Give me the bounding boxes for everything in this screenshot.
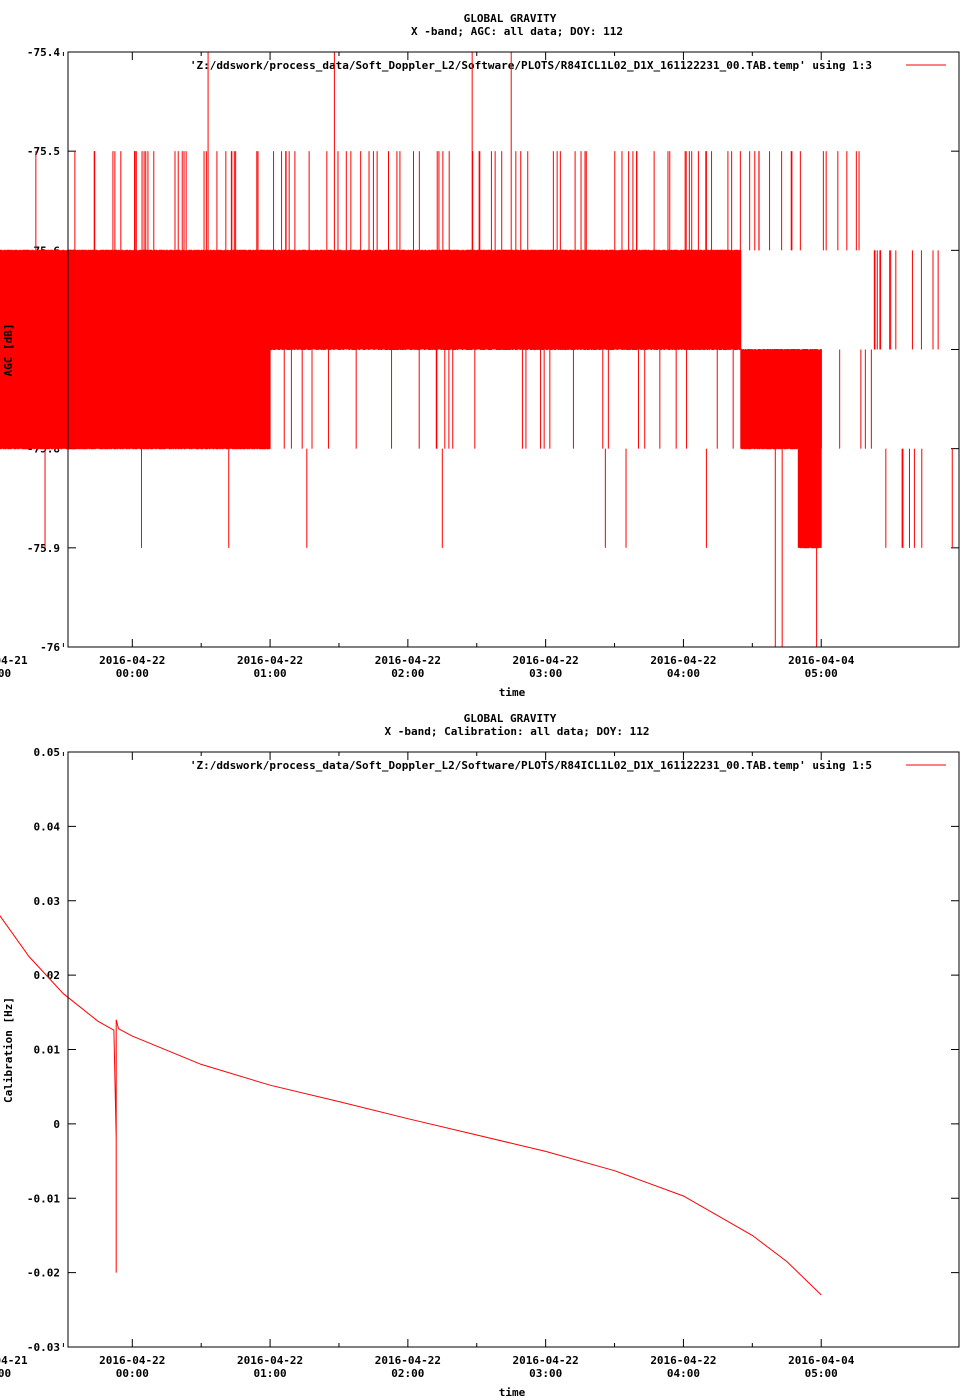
x-tick-time-label: 01:00 [254, 667, 287, 680]
x-tick-time-label: 00:00 [116, 1367, 149, 1380]
x-tick-time-label: 03:00 [529, 1367, 562, 1380]
x-tick-date-label: 2016-04-22 [237, 654, 303, 667]
agc-chart: GLOBAL GRAVITY X -band; AGC: all data; D… [0, 12, 960, 699]
agc-series [0, 52, 953, 647]
calibration-legend-label: 'Z:/ddswork/process_data/Soft_Doppler_L2… [190, 759, 872, 772]
y-tick-label: 0.03 [34, 895, 61, 908]
x-tick-date-label: 2016-04-22 [513, 1354, 579, 1367]
calibration-y-axis-label: Calibration [Hz] [2, 997, 15, 1103]
agc-axes: -75.4-75.5-75.6-75.7-75.8-75.9-762016-04… [0, 46, 959, 680]
calibration-chart-subtitle: X -band; Calibration: all data; DOY: 112 [385, 725, 650, 738]
agc-chart-subtitle: X -band; AGC: all data; DOY: 112 [411, 25, 623, 38]
x-tick-time-label: 23:00 [0, 1367, 11, 1380]
y-tick-label: -75.5 [27, 145, 60, 158]
x-tick-time-label: 01:00 [254, 1367, 287, 1380]
y-tick-label: 0.04 [34, 820, 61, 833]
calibration-chart-title: GLOBAL GRAVITY [464, 712, 557, 725]
x-tick-date-label: 2016-04-04 [788, 1354, 855, 1367]
x-tick-date-label: 2016-04-22 [513, 654, 579, 667]
calibration-plot-frame [67, 751, 960, 1348]
agc-x-axis-label: time [499, 686, 526, 699]
x-tick-date-label: 2016-04-22 [375, 1354, 441, 1367]
y-tick-label: -76 [40, 641, 60, 654]
x-tick-date-label: 2016-04-04 [788, 654, 855, 667]
x-tick-date-label: 2016-04-22 [237, 1354, 303, 1367]
x-tick-time-label: 00:00 [116, 667, 149, 680]
y-tick-label: 0.05 [34, 746, 61, 759]
x-tick-date-label: 2016-04-22 [650, 1354, 716, 1367]
y-tick-label: 0 [53, 1118, 60, 1131]
x-tick-time-label: 02:00 [391, 1367, 424, 1380]
y-tick-label: -0.03 [27, 1341, 60, 1354]
agc-series-line [0, 249, 822, 549]
y-tick-label: -75.4 [27, 46, 60, 59]
x-tick-date-label: 2016-04-22 [99, 1354, 165, 1367]
y-tick-label: -75.9 [27, 542, 60, 555]
x-tick-time-label: 04:00 [667, 667, 700, 680]
agc-plot-frame [67, 51, 960, 648]
y-tick-label: -0.02 [27, 1267, 60, 1280]
agc-legend-label: 'Z:/ddswork/process_data/Soft_Doppler_L2… [190, 59, 872, 72]
x-tick-date-label: 2016-04-22 [375, 654, 441, 667]
x-tick-date-label: 2016-04-22 [99, 654, 165, 667]
agc-y-axis-label: AGC [dB] [2, 324, 15, 377]
x-tick-time-label: 03:00 [529, 667, 562, 680]
x-tick-time-label: 04:00 [667, 1367, 700, 1380]
x-tick-date-label: 2016-04-21 [0, 654, 28, 667]
calibration-series [0, 915, 822, 1296]
x-tick-time-label: 05:00 [805, 1367, 838, 1380]
x-tick-time-label: 23:00 [0, 667, 11, 680]
calibration-chart: GLOBAL GRAVITY X -band; Calibration: all… [0, 712, 960, 1399]
x-tick-date-label: 2016-04-22 [650, 654, 716, 667]
calibration-axes: 0.050.040.030.020.010-0.01-0.02-0.032016… [0, 746, 959, 1380]
x-tick-time-label: 05:00 [805, 667, 838, 680]
y-tick-label: 0.01 [34, 1044, 61, 1057]
calibration-series-line [0, 915, 822, 1296]
x-tick-time-label: 02:00 [391, 667, 424, 680]
agc-chart-title: GLOBAL GRAVITY [464, 12, 557, 25]
x-tick-date-label: 2016-04-21 [0, 1354, 28, 1367]
calibration-x-axis-label: time [499, 1386, 526, 1399]
y-tick-label: -0.01 [27, 1192, 60, 1205]
